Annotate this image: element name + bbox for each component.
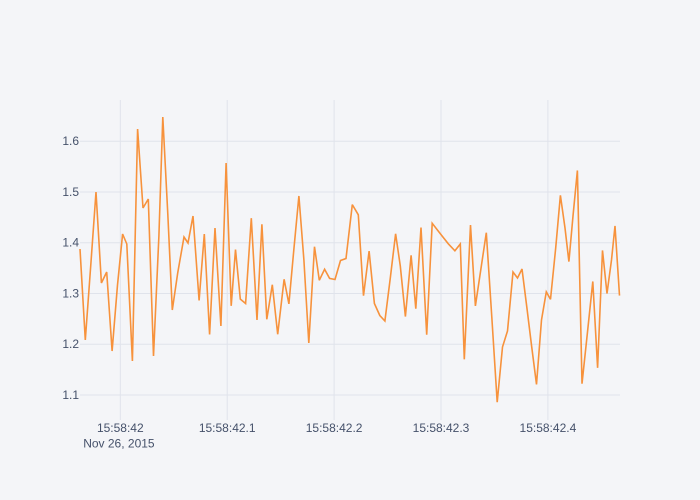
svg-text:1.4: 1.4 (62, 236, 79, 250)
svg-text:15:58:42.4: 15:58:42.4 (520, 421, 577, 435)
svg-text:Nov 26, 2015: Nov 26, 2015 (83, 437, 155, 451)
svg-text:1.6: 1.6 (62, 134, 79, 148)
svg-text:15:58:42.2: 15:58:42.2 (306, 421, 363, 435)
svg-text:1.3: 1.3 (62, 286, 79, 300)
svg-text:1.1: 1.1 (62, 388, 79, 402)
svg-text:1.5: 1.5 (62, 185, 79, 199)
svg-text:15:58:42: 15:58:42 (97, 421, 144, 435)
svg-text:1.2: 1.2 (62, 337, 79, 351)
svg-text:15:58:42.1: 15:58:42.1 (199, 421, 256, 435)
svg-text:15:58:42.3: 15:58:42.3 (413, 421, 470, 435)
